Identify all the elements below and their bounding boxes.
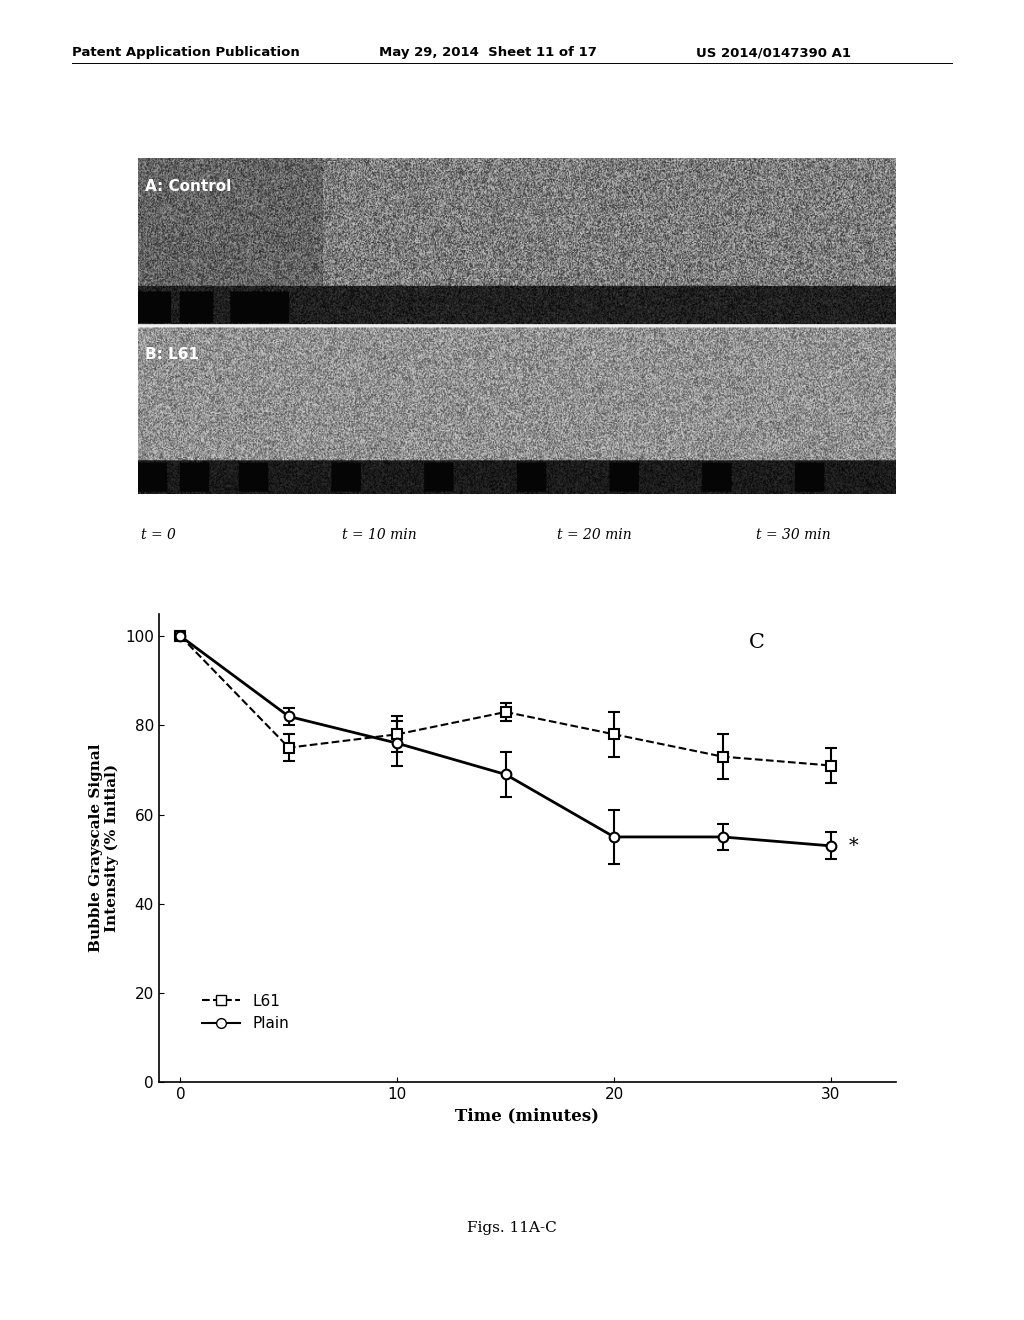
Y-axis label: Bubble Grayscale Signal
Intensity (% Initial): Bubble Grayscale Signal Intensity (% Ini… — [89, 744, 120, 952]
Legend: L61, Plain: L61, Plain — [196, 987, 295, 1038]
Text: Patent Application Publication: Patent Application Publication — [72, 46, 299, 59]
Text: A: Control: A: Control — [145, 178, 231, 194]
Text: May 29, 2014  Sheet 11 of 17: May 29, 2014 Sheet 11 of 17 — [379, 46, 597, 59]
Text: t = 0: t = 0 — [141, 528, 176, 543]
Text: t = 30 min: t = 30 min — [757, 528, 830, 543]
X-axis label: Time (minutes): Time (minutes) — [456, 1107, 599, 1125]
Text: C: C — [749, 632, 765, 652]
Text: t = 20 min: t = 20 min — [557, 528, 631, 543]
Text: B: L61: B: L61 — [145, 347, 199, 362]
Text: US 2014/0147390 A1: US 2014/0147390 A1 — [696, 46, 851, 59]
Text: *: * — [848, 837, 858, 855]
Text: t = 10 min: t = 10 min — [342, 528, 416, 543]
Text: Figs. 11A-C: Figs. 11A-C — [467, 1221, 557, 1236]
